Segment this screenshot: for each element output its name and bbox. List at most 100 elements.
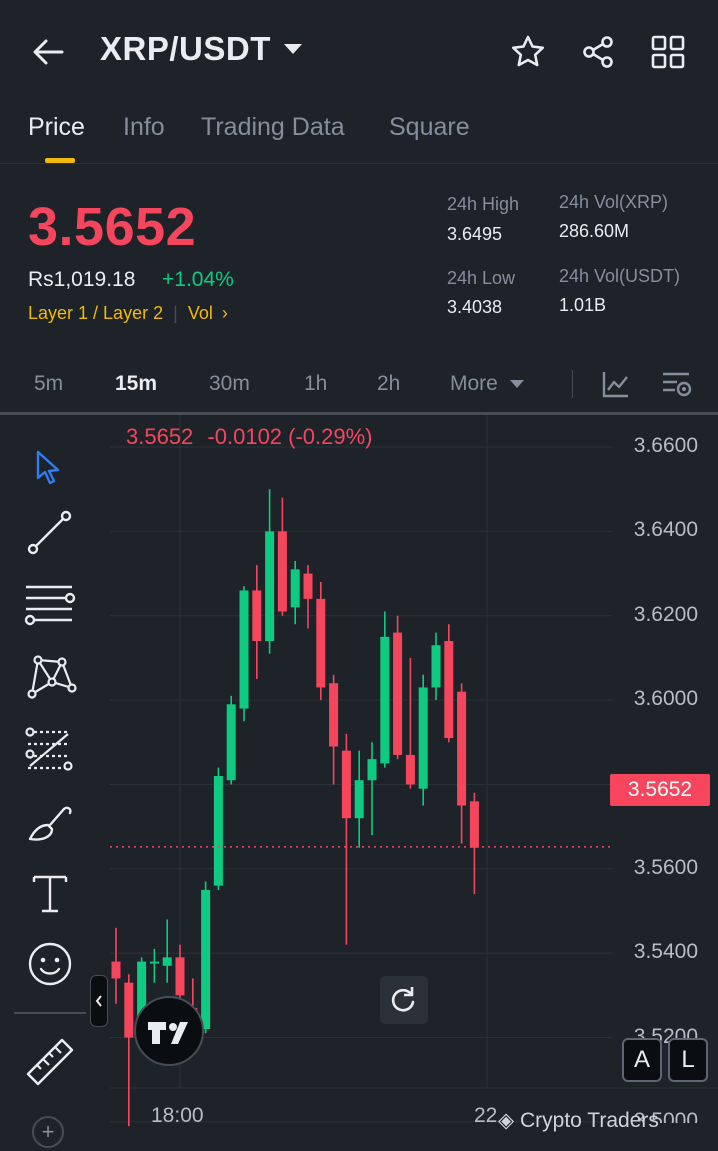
cursor-tool-icon[interactable] [22, 440, 78, 496]
candle-up [431, 645, 441, 688]
interval-30m[interactable]: 30m [209, 372, 250, 395]
watermark-text: Crypto Traders [520, 1109, 659, 1132]
candle-up [354, 780, 364, 819]
ruler-tool-icon[interactable] [22, 1034, 78, 1090]
interval-1h[interactable]: 1h [304, 372, 328, 395]
category-tag-label[interactable]: Layer 1 / Layer 2 [28, 303, 164, 323]
vol-usdt-value: 1.01B [559, 295, 607, 315]
pair-dropdown-icon[interactable] [284, 44, 302, 54]
vol-xrp-label: 24h Vol(XRP) [559, 192, 669, 212]
chart-settings-icon[interactable] [660, 368, 694, 400]
price-change-percent: +1.04% [162, 268, 234, 291]
high-value: 3.6495 [447, 224, 503, 244]
candle-down [316, 598, 326, 688]
reset-chart-button[interactable] [380, 976, 428, 1024]
candle-down [405, 754, 415, 785]
interval-more[interactable]: More [450, 372, 524, 396]
chevron-right-icon: › [221, 303, 228, 323]
add-tool-icon[interactable]: + [32, 1116, 64, 1148]
interval-2h[interactable]: 2h [377, 372, 401, 395]
price-axis-label: 3.5000 [633, 1108, 698, 1123]
candle-down [175, 957, 185, 996]
high-label: 24h High [447, 194, 520, 214]
price-axis-label: 3.6000 [633, 687, 698, 711]
candle-up [290, 569, 300, 608]
interval-more-label[interactable]: More [450, 372, 498, 395]
candle-down [252, 590, 262, 642]
candle-up [367, 759, 377, 781]
category-tags[interactable]: Layer 1 / Layer 2 | Vol › [28, 303, 228, 323]
vol-xrp-value: 286.60M [559, 221, 630, 241]
candle-down [393, 632, 403, 755]
candle-down [124, 982, 134, 1038]
candle-down [277, 531, 287, 612]
interval-divider [572, 370, 573, 398]
back-arrow-icon[interactable] [30, 34, 66, 70]
horizontal-lines-tool-icon[interactable] [22, 578, 78, 634]
last-price: 3.5652 [28, 197, 197, 257]
trading-pair-title[interactable]: XRP/USDT [100, 30, 271, 67]
chart-legend: 3.5652 -0.0102 (-0.29%) [126, 424, 373, 450]
candle-up [201, 889, 211, 1030]
candle-up [213, 776, 223, 886]
grid-menu-icon[interactable] [650, 34, 686, 70]
candle-down [303, 573, 313, 599]
price-axis-label: 3.6400 [633, 518, 698, 542]
collapse-toolbar-button[interactable] [90, 975, 108, 1027]
watermark-logo-icon: ◈ [498, 1109, 515, 1132]
indicator-chart-icon[interactable] [600, 368, 632, 400]
favorite-star-icon[interactable] [510, 34, 546, 70]
candle-down [457, 691, 467, 806]
price-axis-label: 3.5600 [633, 855, 698, 879]
emoji-tool-icon[interactable] [22, 936, 78, 992]
watermark: ◈ Crypto Traders [498, 1108, 659, 1133]
candle-up [149, 961, 159, 964]
vol-tag-label[interactable]: Vol [187, 303, 213, 323]
low-value: 3.4038 [447, 297, 503, 317]
trend-line-tool-icon[interactable] [22, 505, 78, 561]
tab-square[interactable]: Square [389, 113, 470, 141]
tab-bar [0, 105, 718, 164]
pattern-tool-icon[interactable] [22, 648, 78, 704]
candle-up [239, 590, 249, 709]
more-caret-icon [509, 380, 524, 389]
price-axis-label: 3.6200 [633, 602, 698, 626]
candle-down [329, 683, 339, 747]
toolbar-divider [14, 1012, 86, 1014]
tab-price[interactable]: Price [28, 113, 85, 141]
brush-tool-icon[interactable] [22, 795, 78, 851]
price-axis-label: 3.5400 [633, 940, 698, 964]
interval-5m[interactable]: 5m [34, 372, 64, 395]
log-scale-button[interactable]: L [668, 1038, 708, 1082]
legend-price: 3.5652 [126, 424, 194, 449]
candle-up [418, 687, 428, 789]
tradingview-logo-icon [134, 996, 204, 1066]
chart-grid [110, 415, 718, 1123]
price-axis-label: 3.6600 [633, 434, 698, 458]
fib-retracement-tool-icon[interactable] [22, 720, 78, 776]
candle-down [341, 750, 351, 819]
auto-scale-button[interactable]: A [622, 1038, 662, 1082]
text-tool-icon[interactable] [22, 865, 78, 921]
chart-area[interactable] [0, 412, 718, 1151]
candle-up [137, 961, 147, 1038]
tab-trading-data[interactable]: Trading Data [201, 113, 345, 141]
candle-up [226, 704, 236, 781]
candle-down [469, 801, 479, 848]
interval-15m[interactable]: 15m [115, 372, 158, 395]
candle-up [162, 957, 172, 966]
share-icon[interactable] [580, 34, 616, 70]
time-label: 22 [474, 1104, 498, 1127]
time-label: 18:00 [151, 1104, 204, 1127]
fiat-price: Rs1,019.18 [28, 268, 136, 291]
vol-usdt-label: 24h Vol(USDT) [559, 266, 681, 286]
candle-down [444, 641, 454, 739]
tab-info[interactable]: Info [123, 113, 165, 141]
candle-up [380, 636, 390, 764]
legend-change: -0.0102 (-0.29%) [207, 424, 373, 449]
candle-down [111, 961, 121, 979]
candle-up [265, 531, 275, 642]
low-label: 24h Low [447, 268, 516, 288]
last-price-marker: 3.5652 [610, 774, 710, 806]
active-tab-indicator [45, 158, 75, 163]
